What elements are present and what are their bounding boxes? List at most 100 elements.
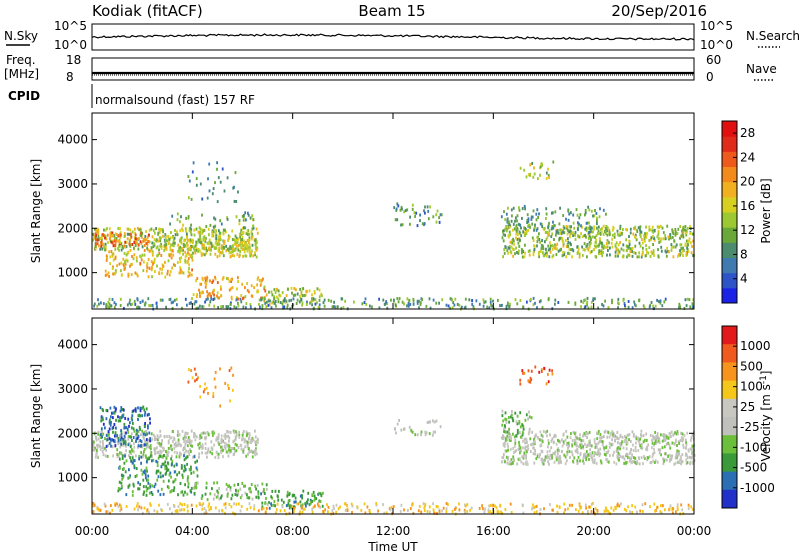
data-cell	[102, 453, 105, 457]
data-cell	[638, 255, 640, 259]
data-cell	[693, 453, 696, 457]
data-cell	[496, 510, 499, 514]
data-cell	[573, 226, 576, 230]
data-cell	[220, 251, 223, 255]
data-cell	[176, 218, 179, 222]
data-cell	[590, 209, 593, 213]
data-cell	[211, 281, 214, 284]
data-cell	[518, 206, 520, 210]
data-cell	[632, 443, 634, 447]
data-cell	[150, 304, 152, 308]
data-cell	[678, 302, 681, 306]
data-cell	[424, 433, 427, 437]
data-cell	[185, 232, 188, 236]
data-cell	[631, 250, 634, 254]
data-cell	[594, 507, 597, 511]
data-cell	[158, 227, 160, 231]
data-cell	[210, 294, 212, 298]
data-cell	[205, 298, 208, 302]
x-tick-label: 00:00	[75, 524, 110, 538]
data-cell	[133, 240, 136, 244]
data-cell	[650, 250, 653, 254]
data-cell	[137, 434, 140, 438]
data-cell	[635, 441, 637, 445]
data-cell	[576, 459, 579, 463]
data-cell	[233, 447, 236, 450]
data-cell	[126, 303, 129, 307]
data-cell	[230, 497, 233, 501]
data-cell	[632, 432, 635, 436]
data-cell	[588, 453, 591, 457]
data-cell	[172, 300, 175, 304]
data-cell	[246, 249, 249, 253]
data-cell	[691, 461, 694, 465]
data-cell	[144, 469, 146, 473]
data-cell	[603, 446, 606, 450]
data-cell	[626, 456, 629, 460]
data-cell	[205, 486, 208, 490]
data-cell	[233, 242, 236, 246]
data-cell	[311, 510, 314, 514]
data-cell	[194, 483, 196, 487]
data-cell	[184, 255, 187, 259]
data-cell	[516, 219, 518, 223]
data-cell	[153, 260, 156, 264]
data-cell	[518, 440, 520, 444]
data-cell	[445, 502, 448, 505]
data-cell	[238, 502, 240, 506]
data-cell	[218, 229, 220, 233]
data-cell	[111, 411, 114, 415]
data-cell	[220, 434, 223, 438]
data-cell	[125, 493, 128, 497]
data-cell	[106, 409, 109, 413]
data-cell	[544, 231, 547, 234]
data-cell	[577, 509, 580, 513]
data-cell	[639, 444, 641, 448]
data-cell	[657, 248, 659, 252]
data-cell	[667, 249, 669, 253]
data-cell	[682, 227, 685, 231]
data-cell	[143, 237, 145, 241]
y-tick-label: 2000	[57, 426, 88, 440]
data-cell	[222, 246, 225, 250]
data-cell	[187, 274, 190, 278]
data-cell	[600, 439, 602, 443]
data-cell	[271, 293, 274, 297]
data-cell	[640, 429, 643, 433]
data-cell	[552, 441, 555, 445]
data-cell	[547, 233, 549, 236]
data-cell	[260, 492, 262, 496]
data-cell	[159, 239, 162, 243]
data-cell	[134, 302, 137, 306]
data-cell	[423, 509, 426, 513]
data-cell	[235, 238, 238, 242]
data-cell	[603, 430, 606, 434]
data-cell	[242, 305, 245, 309]
data-cell	[555, 233, 557, 237]
data-cell	[489, 300, 492, 304]
data-cell	[594, 255, 597, 258]
data-cell	[619, 444, 622, 448]
data-cell	[215, 233, 218, 237]
data-cell	[416, 224, 419, 228]
data-cell	[502, 435, 505, 439]
data-cell	[482, 298, 485, 302]
colorbar-tick-label: -500	[740, 461, 767, 475]
data-cell	[182, 493, 185, 497]
data-cell	[235, 236, 238, 240]
data-cell	[261, 304, 264, 308]
data-cell	[139, 301, 142, 304]
data-cell	[526, 450, 528, 454]
data-cell	[624, 435, 626, 438]
data-cell	[468, 298, 471, 302]
data-cell	[230, 279, 233, 283]
data-cell	[238, 435, 241, 439]
data-cell	[219, 367, 221, 371]
data-cell	[598, 452, 600, 456]
data-cell	[104, 236, 106, 240]
data-cell	[124, 416, 127, 420]
data-cell	[578, 235, 581, 239]
data-cell	[605, 446, 608, 450]
data-cell	[232, 429, 235, 433]
data-cell	[609, 454, 611, 458]
